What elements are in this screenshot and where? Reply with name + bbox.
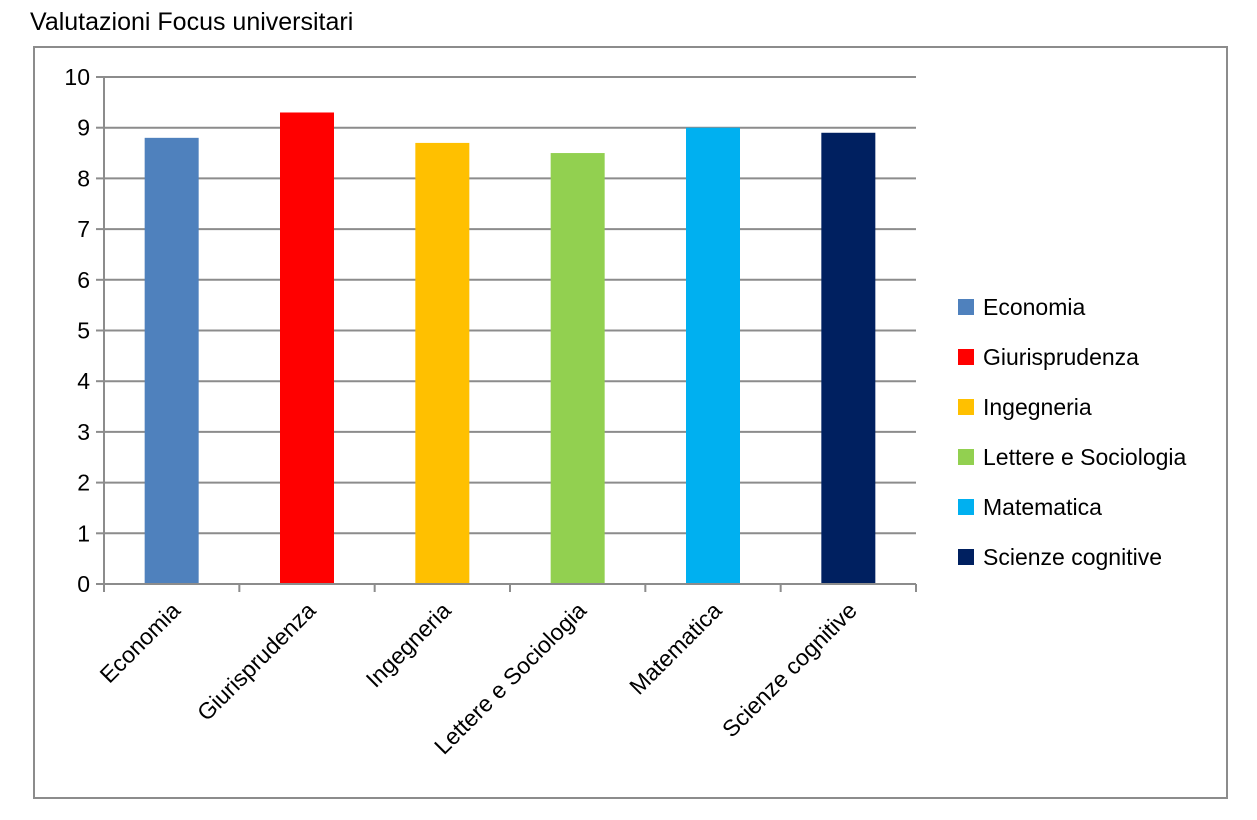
bar-economia xyxy=(144,137,199,584)
legend-label: Giurisprudenza xyxy=(983,343,1139,370)
legend-swatch xyxy=(958,399,974,415)
legend-item: Scienze cognitive xyxy=(958,532,1186,582)
legend-label: Lettere e Sociologia xyxy=(983,443,1187,470)
y-tick-label: 1 xyxy=(77,520,90,546)
x-tick-label: Giurisprudenza xyxy=(192,597,321,726)
y-tick-label: 8 xyxy=(77,165,90,191)
y-tick-label: 9 xyxy=(77,115,90,141)
x-tick-label: Ingegneria xyxy=(361,597,456,692)
legend-swatch xyxy=(958,299,974,315)
legend-item: Ingegneria xyxy=(958,382,1186,432)
y-tick-label: 4 xyxy=(77,368,90,394)
bar-lettere-e-sociologia xyxy=(550,153,605,585)
legend-label: Economia xyxy=(983,293,1086,320)
y-tick-label: 7 xyxy=(77,216,90,242)
legend-swatch xyxy=(958,499,974,515)
legend-swatch xyxy=(958,449,974,465)
bar-matematica xyxy=(686,127,740,584)
bar-giurisprudenza xyxy=(280,112,334,585)
chart-frame xyxy=(33,46,1228,799)
x-tick-label: Lettere e Sociologia xyxy=(429,597,591,759)
chart-legend: Economia Giurisprudenza Ingegneria Lettere … xyxy=(958,282,1186,582)
bar-scienze-cognitive xyxy=(821,132,876,584)
x-tick-label: Scienze cognitive xyxy=(717,597,862,742)
y-tick-label: 10 xyxy=(64,64,90,90)
legend-item: Lettere e Sociologia xyxy=(958,432,1186,482)
x-tick-label: Economia xyxy=(94,597,185,688)
y-tick-label: 5 xyxy=(77,318,90,344)
x-tick-label: Matematica xyxy=(624,597,727,700)
legend-label: Ingegneria xyxy=(983,393,1092,420)
y-tick-label: 6 xyxy=(77,267,90,293)
legend-item: Giurisprudenza xyxy=(958,332,1186,382)
legend-label: Scienze cognitive xyxy=(983,543,1162,570)
bar-ingegneria xyxy=(415,142,470,584)
legend-swatch xyxy=(958,349,974,365)
y-tick-label: 2 xyxy=(77,470,90,496)
legend-item: Matematica xyxy=(958,482,1186,532)
legend-item: Economia xyxy=(958,282,1186,332)
legend-label: Matematica xyxy=(983,493,1102,520)
y-tick-label: 0 xyxy=(77,571,90,597)
legend-swatch xyxy=(958,549,974,565)
y-tick-label: 3 xyxy=(77,419,90,445)
chart-title: Valutazioni Focus universitari xyxy=(30,8,354,36)
